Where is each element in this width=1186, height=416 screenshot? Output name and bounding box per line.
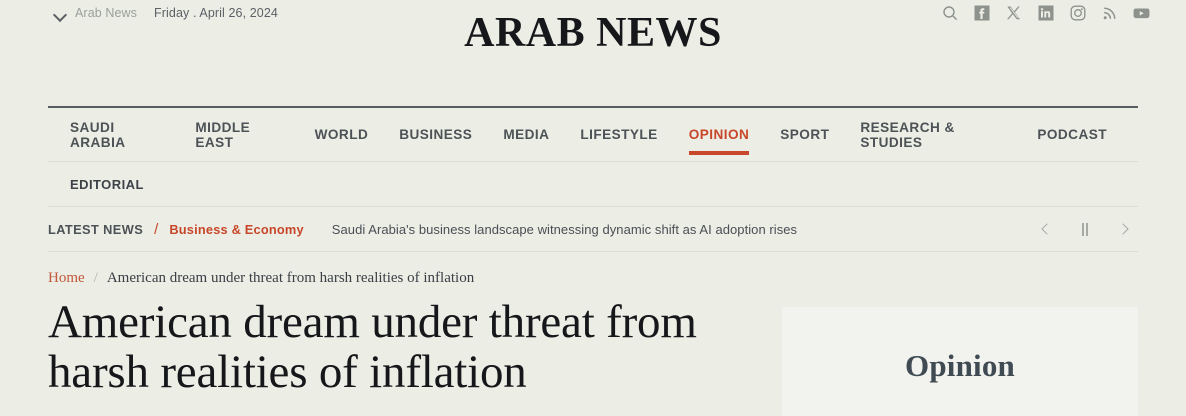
chevron-left-icon[interactable] [1040,221,1054,237]
latest-news-ticker: LATEST NEWS / Business & Economy Saudi A… [48,207,1138,252]
latest-news-category[interactable]: Business & Economy [169,221,304,237]
nav-secondary-row: EDITORIAL [48,162,1138,207]
nav-item-podcast[interactable]: PODCAST [1037,127,1107,142]
nav-item-sport[interactable]: SPORT [780,127,830,142]
youtube-icon[interactable] [1133,5,1150,22]
ticker-controls [1040,221,1130,237]
section-badge-label: Opinion [905,348,1015,383]
latest-news-label: LATEST NEWS [48,221,144,237]
site-logo[interactable]: ARAB NEWS [464,10,722,56]
latest-news-headline[interactable]: Saudi Arabia's business landscape witnes… [331,221,798,237]
article-header: American dream under threat from harsh r… [48,296,1138,416]
topbar-date: Friday . April 26, 2024 [154,6,278,20]
nav-item-opinion[interactable]: OPINION [688,108,750,162]
facebook-icon[interactable] [973,5,990,22]
topbar-brand-label[interactable]: Arab News [75,6,138,20]
pause-icon[interactable] [1078,221,1092,237]
nav-item-research-and-studies[interactable]: RESEARCH & STUDIES [860,119,955,150]
breadcrumb-home-link[interactable]: Home [48,270,85,286]
nav-primary-row: SAUDI ARABIA MIDDLE EAST WORLD BUSINESS … [48,108,1138,162]
section-badge[interactable]: Opinion [782,307,1138,416]
nav-item-saudi-arabia[interactable]: SAUDI ARABIA [70,119,126,150]
chevron-right-icon[interactable] [1116,221,1130,237]
nav-item-lifestyle[interactable]: LIFESTYLE [580,127,658,142]
top-utility-bar: Arab News Friday . April 26, 2024 [0,0,1186,26]
page-title: American dream under threat from harsh r… [48,296,697,398]
social-icon-group [941,0,1150,26]
linkedin-icon[interactable] [1037,5,1054,22]
subnav-item-editorial[interactable]: EDITORIAL [70,176,144,192]
masthead: ARAB NEWS [0,12,1186,54]
latest-news-separator: / [154,220,159,238]
nav-item-business[interactable]: BUSINESS [399,127,473,142]
search-icon[interactable] [941,5,958,22]
nav-item-world[interactable]: WORLD [314,127,369,142]
rss-icon[interactable] [1101,5,1118,22]
breadcrumb: Home / American dream under threat from … [48,270,474,287]
main-navigation: SAUDI ARABIA MIDDLE EAST WORLD BUSINESS … [48,106,1138,252]
nav-item-middle-east[interactable]: MIDDLE EAST [195,119,251,150]
x-twitter-icon[interactable] [1005,5,1022,22]
nav-item-media[interactable]: MEDIA [503,127,550,142]
instagram-icon[interactable] [1069,5,1086,22]
topbar-left-group: Arab News Friday . April 26, 2024 [54,6,278,20]
breadcrumb-current: American dream under threat from harsh r… [106,270,475,286]
breadcrumb-separator: / [93,270,98,286]
